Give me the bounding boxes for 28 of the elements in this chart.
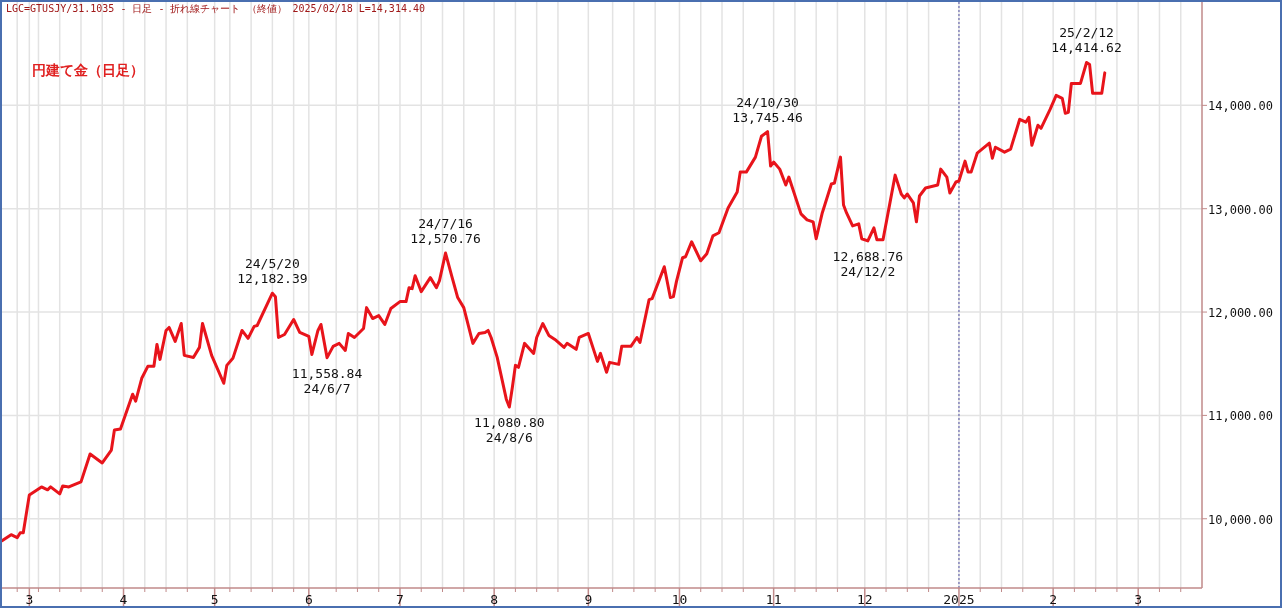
x-tick-label: 4 <box>119 592 128 607</box>
x-tick-label: 9 <box>584 592 593 607</box>
x-tick-label: 10 <box>671 592 688 607</box>
x-tick-label: 2 <box>1049 592 1058 607</box>
y-tick-label: 12,000.00 <box>1208 306 1274 321</box>
y-tick-label: 11,000.00 <box>1208 409 1274 424</box>
line-series <box>0 61 1107 543</box>
x-tick-label: 12 <box>856 592 873 607</box>
x-tick-label: 3 <box>1134 592 1143 607</box>
x-tick-label: 7 <box>396 592 404 607</box>
annotation: 24/10/30 13,745.46 <box>732 94 803 125</box>
y-tick-label: 10,000.00 <box>1208 512 1274 527</box>
annotation: 24/7/16 12,570.76 <box>410 216 481 247</box>
x-tick-label: 11 <box>765 592 782 607</box>
annotation: 11,080.80 24/8/6 <box>474 415 545 446</box>
annotation: LGC=GTUSJY/31.1035 - 日足 - 折れ線チャート （終値） 2025/02/18 L=14,314.40 <box>6 3 425 14</box>
x-tick-label: 6 <box>304 592 313 607</box>
annotation: 25/2/12 14,414.62 <box>1051 25 1122 56</box>
y-tick-label: 13,000.00 <box>1208 202 1274 217</box>
annotation: 11,558.84 24/6/7 <box>291 365 363 396</box>
x-tick-label: 5 <box>210 592 219 607</box>
x-tick-label: 8 <box>490 592 499 607</box>
x-tick-label: 2025 <box>943 592 975 607</box>
annotation: 24/5/20 12,182.39 <box>237 256 308 287</box>
x-tick-label: 3 <box>25 592 34 607</box>
annotation: 12,688.76 24/12/2 <box>832 248 904 279</box>
text: 円建て金（日足） <box>32 62 144 78</box>
y-tick-label: 14,000.00 <box>1208 99 1274 114</box>
